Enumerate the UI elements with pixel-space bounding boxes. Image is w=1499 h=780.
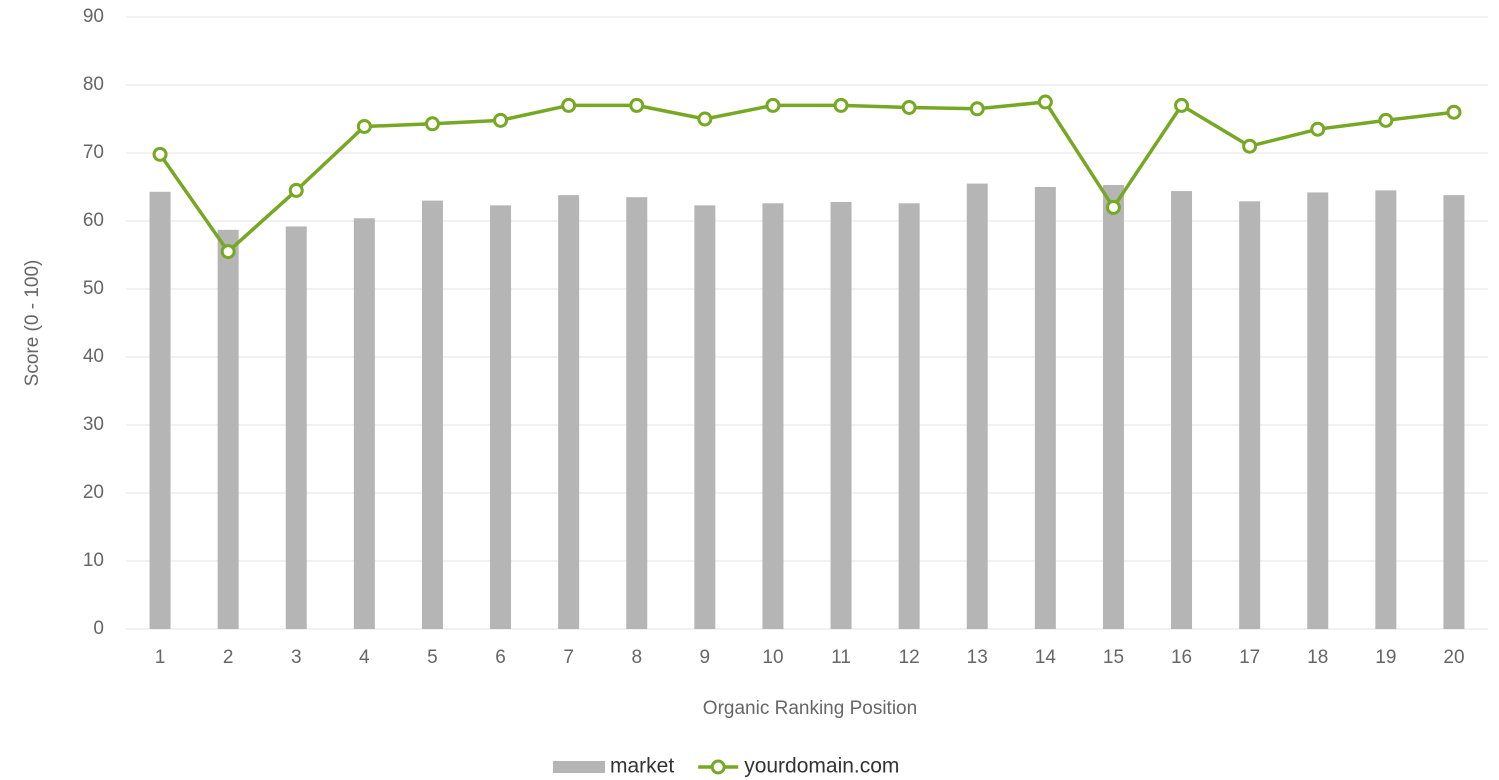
marker [765, 97, 781, 113]
y-tick-label: 50 [83, 278, 104, 299]
legend-label: yourdomain.com [744, 755, 899, 778]
y-tick-label: 0 [93, 618, 104, 639]
legend-marker [710, 759, 726, 775]
x-tick-label: 14 [1035, 647, 1057, 668]
bar [694, 205, 716, 630]
y-tick-label: 20 [83, 482, 104, 503]
x-axis-title: Organic Ranking Position [703, 698, 917, 719]
bar [762, 203, 784, 629]
bar [1307, 192, 1329, 629]
x-tick-label: 5 [427, 647, 438, 668]
x-tick-label: 20 [1443, 647, 1464, 668]
x-tick-label: 13 [967, 647, 988, 668]
bar [1443, 195, 1465, 629]
x-tick-label: 2 [223, 647, 234, 668]
marker [969, 101, 985, 117]
y-tick-label: 40 [83, 346, 104, 367]
x-tick-label: 10 [762, 647, 783, 668]
x-tick-label: 9 [700, 647, 711, 668]
y-tick-label: 80 [83, 74, 104, 95]
x-tick-label: 1 [155, 647, 166, 668]
bar [830, 201, 852, 629]
marker [1446, 104, 1462, 120]
y-tick-label: 60 [83, 210, 104, 231]
marker [629, 97, 645, 113]
y-axis-title: Score (0 - 100) [22, 260, 43, 387]
x-tick-label: 4 [359, 647, 370, 668]
marker [493, 112, 509, 128]
x-tick-label: 17 [1239, 647, 1260, 668]
marker [356, 118, 372, 134]
legend-label: market [610, 755, 674, 778]
bar [353, 218, 375, 629]
y-tick-label: 90 [83, 6, 104, 27]
bar [1239, 201, 1261, 629]
x-tick-label: 11 [831, 647, 851, 668]
bar [1375, 190, 1397, 629]
x-tick-label: 18 [1307, 647, 1328, 668]
marker [1242, 138, 1258, 154]
marker [424, 116, 440, 132]
y-tick-label: 70 [83, 142, 104, 163]
line [158, 100, 1455, 254]
bar [149, 191, 171, 629]
bar [558, 195, 580, 629]
y-tick-label: 10 [83, 550, 104, 571]
bar [898, 203, 920, 629]
marker [1310, 121, 1326, 137]
marker [1105, 199, 1121, 215]
bar [490, 205, 512, 630]
legend-swatch [553, 761, 605, 773]
bar [1034, 187, 1056, 629]
marker [288, 182, 304, 198]
bar [421, 200, 443, 629]
marker [901, 99, 917, 115]
bar [966, 183, 988, 629]
marker [152, 146, 168, 162]
marker [697, 111, 713, 127]
marker [833, 97, 849, 113]
x-tick-label: 19 [1375, 647, 1396, 668]
marker [1037, 94, 1053, 110]
y-tick-label: 30 [83, 414, 104, 435]
bar [285, 226, 307, 629]
marker [1174, 97, 1190, 113]
marker [220, 244, 236, 260]
marker [1378, 112, 1394, 128]
x-tick-label: 15 [1103, 647, 1124, 668]
bar [626, 197, 648, 629]
x-tick-label: 16 [1171, 647, 1192, 668]
marker [561, 97, 577, 113]
x-tick-label: 6 [495, 647, 506, 668]
x-tick-label: 8 [631, 647, 642, 668]
x-tick-label: 3 [291, 647, 302, 668]
x-tick-label: 12 [899, 647, 920, 668]
bar [1171, 191, 1193, 629]
bar [1102, 184, 1124, 629]
x-tick-label: 7 [563, 647, 574, 668]
bar [217, 229, 239, 629]
